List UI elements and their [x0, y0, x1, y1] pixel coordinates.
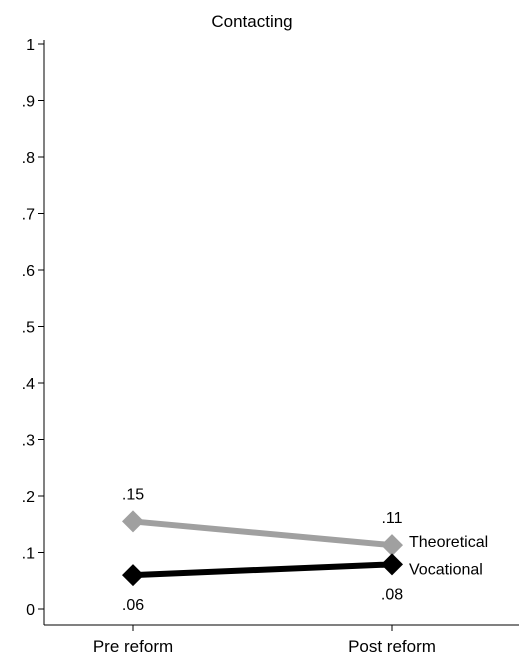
y-tick-label: .5 — [22, 320, 35, 337]
series-layer: .15 .11 Theoretical .06 .08 Vocational — [122, 486, 488, 614]
y-tick-label: 0 — [26, 602, 35, 619]
y-tick-label: .4 — [22, 376, 35, 393]
y-tick-label: .9 — [22, 94, 35, 111]
y-tick-label: 1 — [26, 37, 35, 54]
data-point-marker — [381, 553, 403, 576]
series-line — [130, 561, 395, 579]
data-value-label: .11 — [381, 510, 402, 527]
data-value-label: .08 — [381, 586, 403, 603]
x-tick-label: Post reform — [348, 637, 436, 656]
data-point-marker — [122, 510, 144, 533]
chart-title: Contacting — [211, 12, 292, 31]
y-tick-label: .1 — [22, 546, 35, 563]
series-theoretical: .15 .11 Theoretical — [122, 486, 488, 557]
series-vocational: .06 .08 Vocational — [122, 553, 483, 614]
y-tick-label: .8 — [22, 150, 35, 167]
y-tick-label: .7 — [22, 207, 35, 224]
y-axis-ticks: 0 .1 .2 .3 .4 .5 .6 .7 .8 .9 1 — [22, 37, 44, 619]
y-tick-label: .3 — [22, 433, 35, 450]
data-value-label: .15 — [122, 486, 144, 503]
y-tick-label: .6 — [22, 263, 35, 280]
data-point-marker — [381, 534, 403, 557]
series-name-label: Theoretical — [409, 534, 488, 551]
x-tick-label: Pre reform — [93, 637, 173, 656]
data-value-label: .06 — [122, 597, 144, 614]
y-tick-label: .2 — [22, 489, 35, 506]
series-name-label: Vocational — [409, 561, 483, 578]
data-point-marker — [122, 564, 144, 587]
x-axis-ticks: Pre reform Post reform — [93, 625, 436, 656]
series-line — [130, 518, 395, 549]
